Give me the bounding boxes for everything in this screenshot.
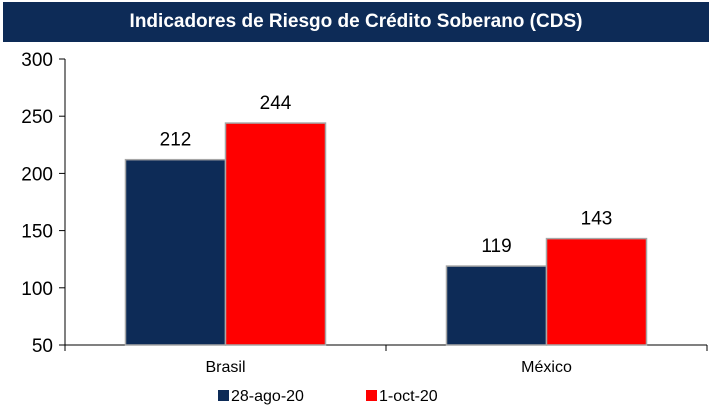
legend-swatch bbox=[366, 390, 377, 401]
data-label: 212 bbox=[160, 130, 192, 151]
data-label: 119 bbox=[481, 236, 511, 257]
bar bbox=[545, 237, 648, 346]
y-tick-label: 150 bbox=[21, 222, 53, 243]
bar bbox=[445, 265, 548, 346]
y-tick-label: 100 bbox=[21, 279, 53, 300]
x-tick-label: Brasil bbox=[205, 359, 245, 376]
legend-label: 1-oct-20 bbox=[379, 388, 438, 405]
legend-swatch bbox=[218, 390, 229, 401]
x-tick-label: México bbox=[521, 359, 572, 376]
bar bbox=[224, 122, 327, 346]
bar bbox=[124, 158, 227, 346]
y-tick-label: 50 bbox=[32, 336, 53, 357]
chart-title: Indicadores de Riesgo de Crédito Soberan… bbox=[3, 2, 709, 42]
y-tick-label: 200 bbox=[21, 164, 53, 185]
legend-label: 28-ago-20 bbox=[231, 388, 304, 405]
y-tick-label: 250 bbox=[21, 107, 53, 128]
y-tick-label: 300 bbox=[21, 50, 53, 71]
data-label: 143 bbox=[581, 209, 613, 230]
data-label: 244 bbox=[260, 93, 292, 114]
